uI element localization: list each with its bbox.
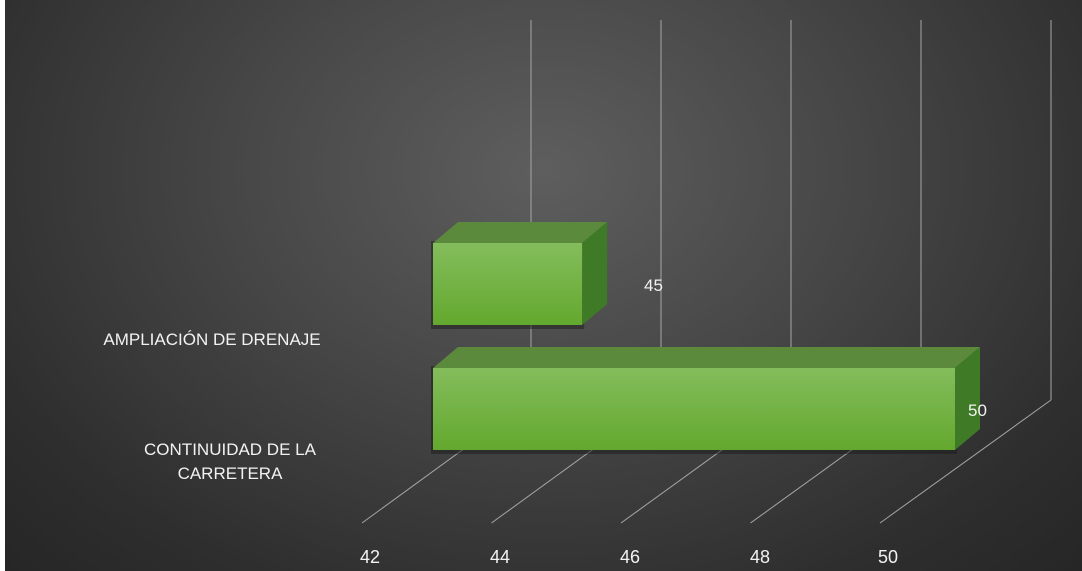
data-label: 50 (968, 401, 987, 420)
floor-gridline (879, 399, 1052, 524)
bar-front-face (433, 368, 955, 450)
category-label: CONTINUIDAD DE LA CARRETERA (144, 440, 316, 483)
x-tick-label: 50 (877, 547, 899, 567)
x-tick-label: 46 (619, 547, 641, 567)
category-label: AMPLIACIÓN DE DRENAJE (103, 330, 321, 349)
chart-area: AMPLIACIÓN DE DRENAJE CONTINUIDAD DE LA … (5, 0, 1082, 571)
data-label: 45 (644, 276, 663, 295)
bar-front-face (433, 243, 583, 325)
chart-plot (361, 20, 1052, 524)
bar-side-face (955, 347, 980, 450)
x-tick-label: 44 (489, 547, 511, 567)
x-tick-label: 42 (359, 547, 381, 567)
bar (431, 347, 980, 454)
x-tick-label: 48 (749, 547, 771, 567)
bar-side-face (582, 222, 608, 325)
bar-top-face (433, 347, 980, 368)
bar-top-face (433, 222, 608, 243)
bar (431, 222, 608, 329)
